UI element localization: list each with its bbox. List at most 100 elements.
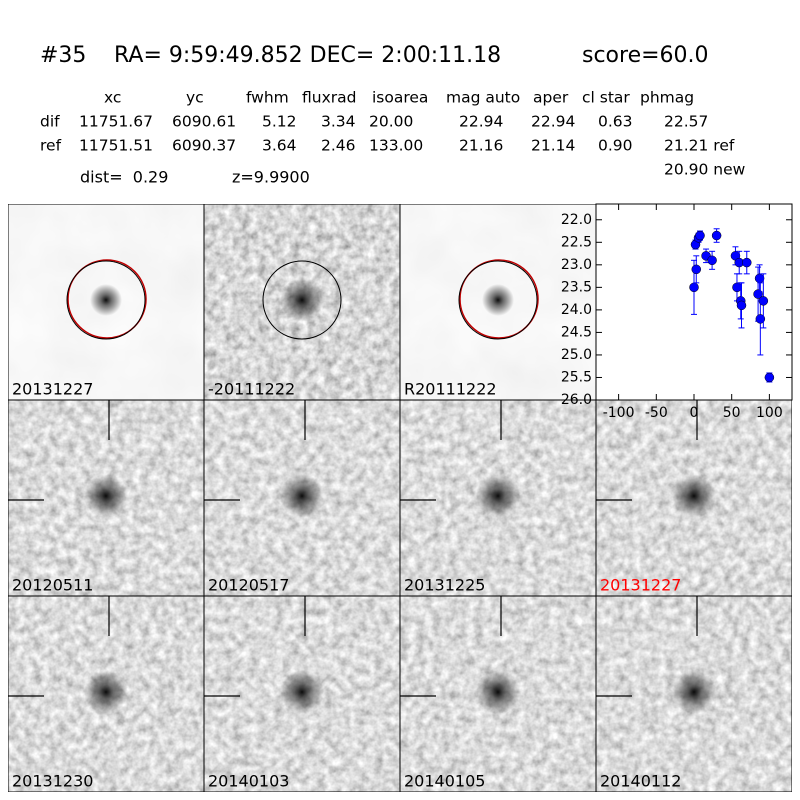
table-cell: 133.00 [369, 137, 423, 155]
stamp-label: 20140112 [600, 772, 681, 791]
stamp [204, 400, 400, 596]
y-tick-label: 22.5 [561, 234, 592, 250]
column-header: aper [533, 89, 569, 107]
source [672, 474, 716, 518]
data-point [764, 372, 775, 383]
stamp [204, 204, 400, 400]
x-tick-label: -50 [645, 405, 668, 421]
column-header: xc [104, 89, 121, 107]
stamp-label: 20131225 [404, 576, 485, 595]
table-cell: 21.21 ref [664, 137, 735, 155]
stamp-label: 20131227 [12, 380, 93, 399]
table-cell: 22.94 [531, 113, 575, 131]
stamp-label: 20131227 [600, 576, 681, 595]
object-id: #35 [40, 43, 86, 68]
source [672, 670, 716, 714]
data-point [707, 255, 717, 266]
data-point [691, 264, 702, 275]
table-cell: 2.46 [321, 137, 356, 155]
y-tick-label: 25.0 [561, 347, 592, 363]
source [476, 474, 520, 518]
stamp-label: 20131230 [12, 772, 93, 791]
data-point [736, 300, 747, 311]
table-cell: 21.14 [531, 137, 575, 155]
source [482, 284, 514, 316]
data-point [755, 314, 766, 324]
data-point [689, 282, 699, 293]
source [84, 474, 128, 518]
data-point [758, 296, 769, 306]
stamp [400, 204, 596, 400]
column-header: mag auto [446, 89, 520, 107]
y-tick-label: 23.0 [561, 257, 592, 273]
table-cell: 0.90 [598, 137, 633, 155]
column-header: fwhm [246, 89, 289, 107]
x-tick-label: 100 [756, 405, 783, 421]
source [280, 670, 324, 714]
source [476, 670, 520, 714]
table-cell: 20.00 [369, 113, 413, 131]
table-cell: 5.12 [262, 113, 297, 131]
table-cell: 6090.37 [172, 137, 236, 155]
x-tick-label: 0 [690, 405, 699, 421]
y-tick-label: 25.5 [561, 369, 592, 385]
table-cell: 22.57 [664, 113, 708, 131]
column-header: cl star [582, 89, 630, 107]
data-point [711, 230, 722, 241]
table-cell: 6090.61 [172, 113, 236, 131]
source [84, 670, 128, 714]
y-tick-label: 24.0 [561, 302, 592, 318]
y-tick-label: 24.5 [561, 324, 592, 340]
table-cell: 0.63 [598, 113, 633, 131]
source [90, 284, 122, 316]
data-point [742, 257, 752, 268]
column-header: isoarea [372, 89, 428, 107]
table-cell: 22.94 [459, 113, 503, 131]
stamp-label: -20111222 [208, 380, 295, 399]
stamp [8, 400, 204, 596]
column-header: fluxrad [302, 89, 356, 107]
x-tick-label: 50 [723, 405, 741, 421]
dist: dist= 0.29 [80, 168, 168, 187]
stamp [400, 596, 596, 792]
stamp [204, 596, 400, 792]
table-cell: 21.16 [459, 137, 503, 155]
stamp-label: 20140103 [208, 772, 289, 791]
z-value: z=9.9900 [232, 168, 310, 187]
aperture [262, 260, 342, 340]
aperture [458, 260, 538, 340]
stamp-label: 20120517 [208, 576, 289, 595]
y-tick-label: 26.0 [561, 392, 592, 408]
table-cell: 11751.67 [79, 113, 153, 131]
y-tick-label: 22.0 [561, 212, 592, 228]
column-header: phmag [640, 89, 694, 107]
stamp-label: R20111222 [404, 380, 497, 399]
data-point [754, 273, 765, 284]
new-mag: 20.90 new [664, 161, 746, 179]
x-tick-label: -100 [603, 405, 635, 421]
source [280, 474, 324, 518]
data-point [732, 282, 742, 293]
score: score=60.0 [582, 43, 709, 68]
aperture [66, 260, 146, 340]
stamp [8, 204, 204, 400]
source [280, 278, 324, 322]
data-point [695, 230, 705, 241]
stamp-label: 20120511 [12, 576, 93, 595]
table-cell: 11751.51 [79, 137, 153, 155]
stamp [8, 596, 204, 792]
table-cell: ref [40, 137, 62, 155]
table-cell: 3.64 [262, 137, 297, 155]
stamp [596, 400, 792, 596]
table-cell: dif [40, 113, 60, 131]
coordinates: RA= 9:59:49.852 DEC= 2:00:11.18 [114, 43, 501, 68]
stamp [596, 596, 792, 792]
y-tick-label: 23.5 [561, 279, 592, 295]
stamp-label: 20140105 [404, 772, 485, 791]
table-cell: 3.34 [321, 113, 356, 131]
aperture-red [459, 259, 539, 339]
aperture-red [67, 259, 147, 339]
stamp [400, 400, 596, 596]
column-header: yc [186, 89, 204, 107]
